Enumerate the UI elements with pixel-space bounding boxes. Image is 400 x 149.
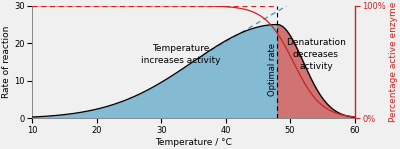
X-axis label: Temperature / °C: Temperature / °C [155,138,232,147]
Y-axis label: Percentage active enzyme: Percentage active enzyme [389,2,398,122]
Y-axis label: Rate of reaction: Rate of reaction [2,26,11,98]
Text: Optimal rate: Optimal rate [268,43,277,96]
Text: Temperature
increases activity: Temperature increases activity [141,44,220,65]
Text: Denaturation
decreases
activity: Denaturation decreases activity [286,38,346,71]
